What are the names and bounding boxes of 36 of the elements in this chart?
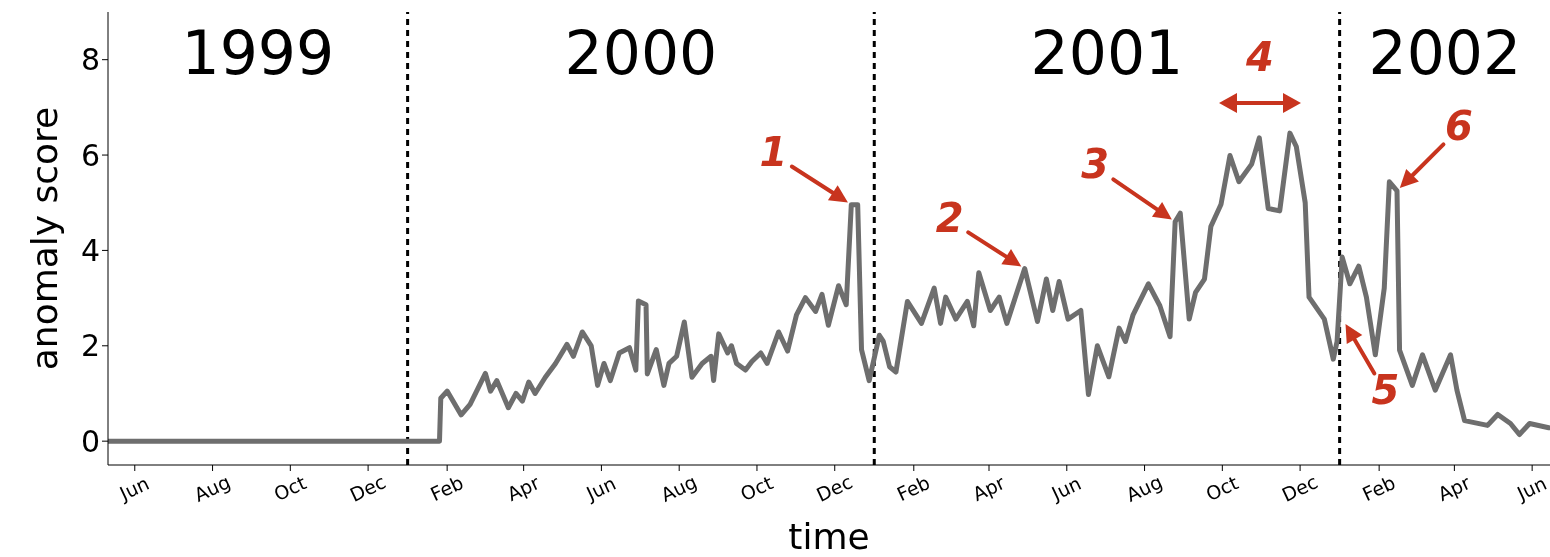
x-tick-label: Jun [581,471,620,505]
annotation: 2 [935,194,964,241]
x-tick-label: Jun [1047,471,1085,505]
x-tick-label: Dec [346,470,389,506]
y-axis-title: anomaly score [23,106,65,371]
x-tick-label: Dec [1278,470,1321,506]
x-tick-label: Aug [1122,470,1166,506]
y-tick-label: 4 [80,233,100,269]
x-axis-title: time [788,516,870,557]
annotation: 2002 [1368,17,1522,88]
x-tick-label: Oct [270,471,310,506]
x-tick-label: Jun [1512,471,1550,505]
x-tick-label: Dec [813,470,856,506]
x-tick-label: Apr [969,471,1009,506]
y-tick-label: 0 [80,423,100,459]
x-tick-label: Feb [1358,471,1399,506]
x-tick-label: Jun [115,471,153,505]
annotation: 3 [1081,140,1110,187]
annotation: 1999 [181,17,335,88]
x-tick-label: Aug [190,470,234,506]
x-tick-label: Apr [1434,471,1474,506]
x-tick-label: Aug [657,470,701,506]
x-tick-label: Oct [737,471,777,506]
x-tick-label: Apr [503,471,543,506]
annotation: 1 [759,128,788,175]
annotation: 5 [1371,366,1400,413]
annotation: 4 [1245,34,1274,80]
x-tick-label: Oct [1202,471,1242,506]
y-tick-label: 6 [80,137,100,173]
x-tick-label: Feb [893,471,934,506]
x-tick-label: Feb [426,471,467,506]
annotation: 6 [1445,102,1473,149]
annotation: 2000 [564,17,718,88]
annotation: 2001 [1030,17,1184,88]
y-tick-label: 2 [80,328,100,364]
y-tick-label: 8 [80,42,100,78]
